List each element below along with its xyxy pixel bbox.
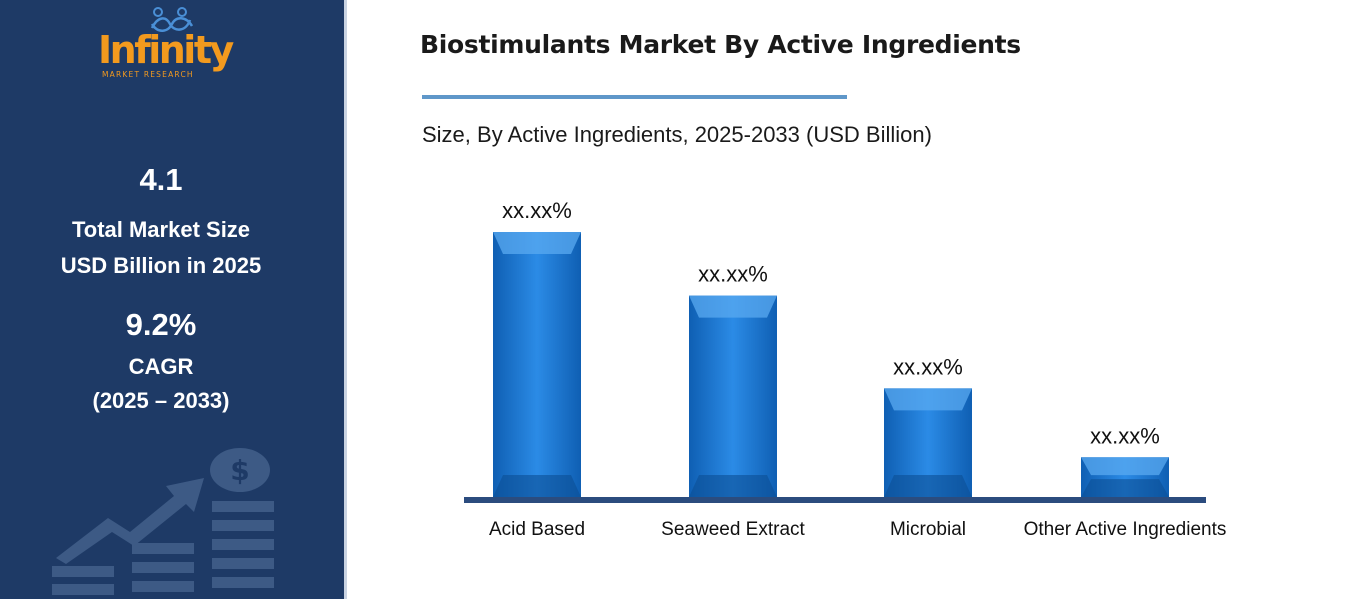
- sidebar-divider: [344, 0, 347, 599]
- title-underline: [422, 95, 847, 99]
- svg-text:$: $: [230, 454, 249, 487]
- category-label-2: Seaweed Extract: [661, 519, 805, 540]
- data-label-1: xx.xx%: [502, 198, 572, 223]
- data-label-3: xx.xx%: [893, 354, 963, 379]
- category-label-4: Other Active Ingredients: [1024, 519, 1227, 540]
- sidebar-panel: Infinity MARKET RESEARCH 4.1 Total Marke…: [0, 0, 346, 599]
- bar-2: [689, 295, 777, 497]
- bar-1: [493, 232, 581, 497]
- finance-growth-icon: $: [52, 448, 274, 595]
- cagr-label: CAGR: [128, 354, 194, 379]
- logo-tagline: MARKET RESEARCH: [102, 70, 194, 79]
- chart-title: Biostimulants Market By Active Ingredien…: [420, 30, 1021, 59]
- market-size-value: 4.1: [139, 162, 183, 197]
- cagr-value: 9.2%: [125, 307, 197, 342]
- category-label-3: Microbial: [890, 519, 966, 540]
- data-label-2: xx.xx%: [698, 262, 768, 287]
- company-logo: Infinity MARKET RESEARCH: [98, 6, 234, 84]
- chart-subtitle: Size, By Active Ingredients, 2025-2033 (…: [422, 122, 932, 147]
- bar-chart: xx.xx% Acid Based xx.xx% Seaweed Extract xx.…: [464, 198, 1227, 540]
- people-infinity-icon: [150, 7, 194, 32]
- data-label-4: xx.xx%: [1090, 423, 1160, 448]
- bar-3: [884, 388, 972, 497]
- market-size-unit-label: USD Billion in 2025: [60, 253, 262, 278]
- x-axis-baseline: [464, 497, 1206, 503]
- logo-wordmark: Infinity: [98, 28, 234, 72]
- market-size-label: Total Market Size: [71, 217, 251, 242]
- bar-4: [1081, 457, 1169, 497]
- category-label-1: Acid Based: [489, 519, 585, 540]
- cagr-period: (2025 – 2033): [92, 388, 230, 413]
